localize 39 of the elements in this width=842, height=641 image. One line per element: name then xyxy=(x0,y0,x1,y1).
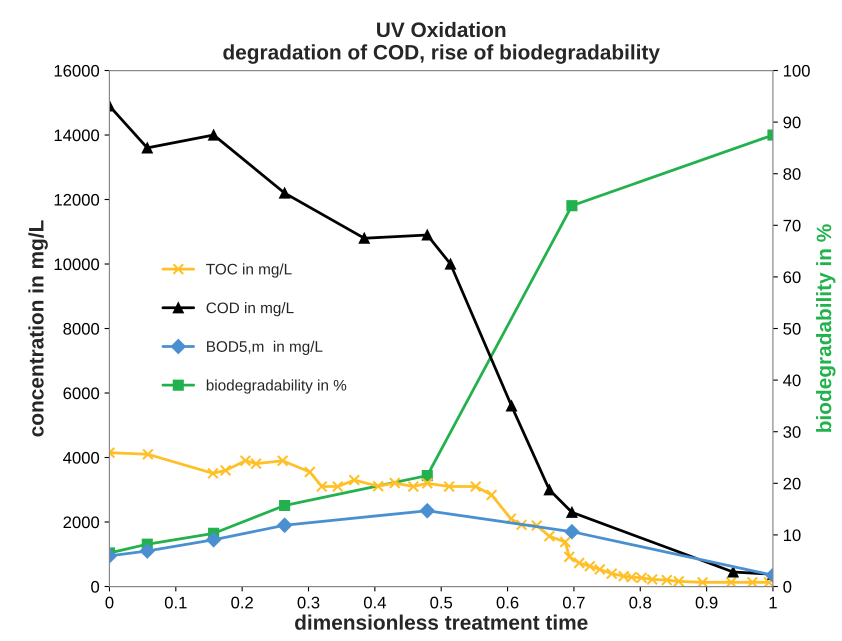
y2-axis-title: biodegradability in % xyxy=(816,224,836,432)
y-tick-label: 10000 xyxy=(54,258,100,270)
legend-label: COD in mg/L xyxy=(206,302,294,316)
y-tick-label: 14000 xyxy=(54,129,100,142)
y-tick-label: 0 xyxy=(91,580,100,593)
y-tick-label: 8000 xyxy=(63,322,100,335)
x-tick-label: 0.4 xyxy=(364,596,386,608)
y-tick-label: 2000 xyxy=(64,516,100,528)
y-axis-title: concentration in mg/L xyxy=(28,220,48,436)
chart-title: UV Oxidation degradation of COD, rise of biodegradability xyxy=(223,22,660,64)
legend-label: BOD5,m in mg/L xyxy=(207,340,322,355)
y-tick-label: 12000 xyxy=(54,194,100,206)
y2-tick-label: 10 xyxy=(784,529,801,542)
x-tick-label: 0.9 xyxy=(696,596,718,608)
legend-label: biodegradability in % xyxy=(206,379,346,394)
y2-tick-label: 70 xyxy=(784,220,801,232)
x-tick-label: 0.8 xyxy=(629,596,652,608)
x-tick-label: 0.1 xyxy=(164,596,187,608)
x-tick-label: 0.5 xyxy=(430,596,452,608)
y2-tick-label: 0 xyxy=(783,580,792,593)
x-tick-label: 0.6 xyxy=(496,596,518,608)
x-tick-label: 1 xyxy=(770,596,777,608)
y-tick-label: 6000 xyxy=(64,387,100,400)
y2-tick-label: 100 xyxy=(784,64,810,77)
y2-tick-label: 40 xyxy=(783,374,801,386)
y2-tick-label: 90 xyxy=(783,116,801,128)
x-tick-label: 0.7 xyxy=(562,596,585,608)
x-tick-label: 0.2 xyxy=(231,596,253,608)
y2-tick-label: 60 xyxy=(784,271,801,284)
x-tick-label: 0.3 xyxy=(298,596,320,608)
x-tick-label: 0 xyxy=(105,596,114,608)
x-axis-title: dimensionless treatment time xyxy=(295,614,588,630)
y2-tick-label: 20 xyxy=(784,478,801,490)
y2-tick-label: 50 xyxy=(783,322,801,335)
y2-tick-label: 80 xyxy=(783,168,801,180)
y-tick-label: 4000 xyxy=(63,452,100,464)
legend-label: TOC in mg/L xyxy=(206,263,292,278)
y-tick-label: 16000 xyxy=(54,64,100,77)
y2-tick-label: 30 xyxy=(783,426,801,438)
